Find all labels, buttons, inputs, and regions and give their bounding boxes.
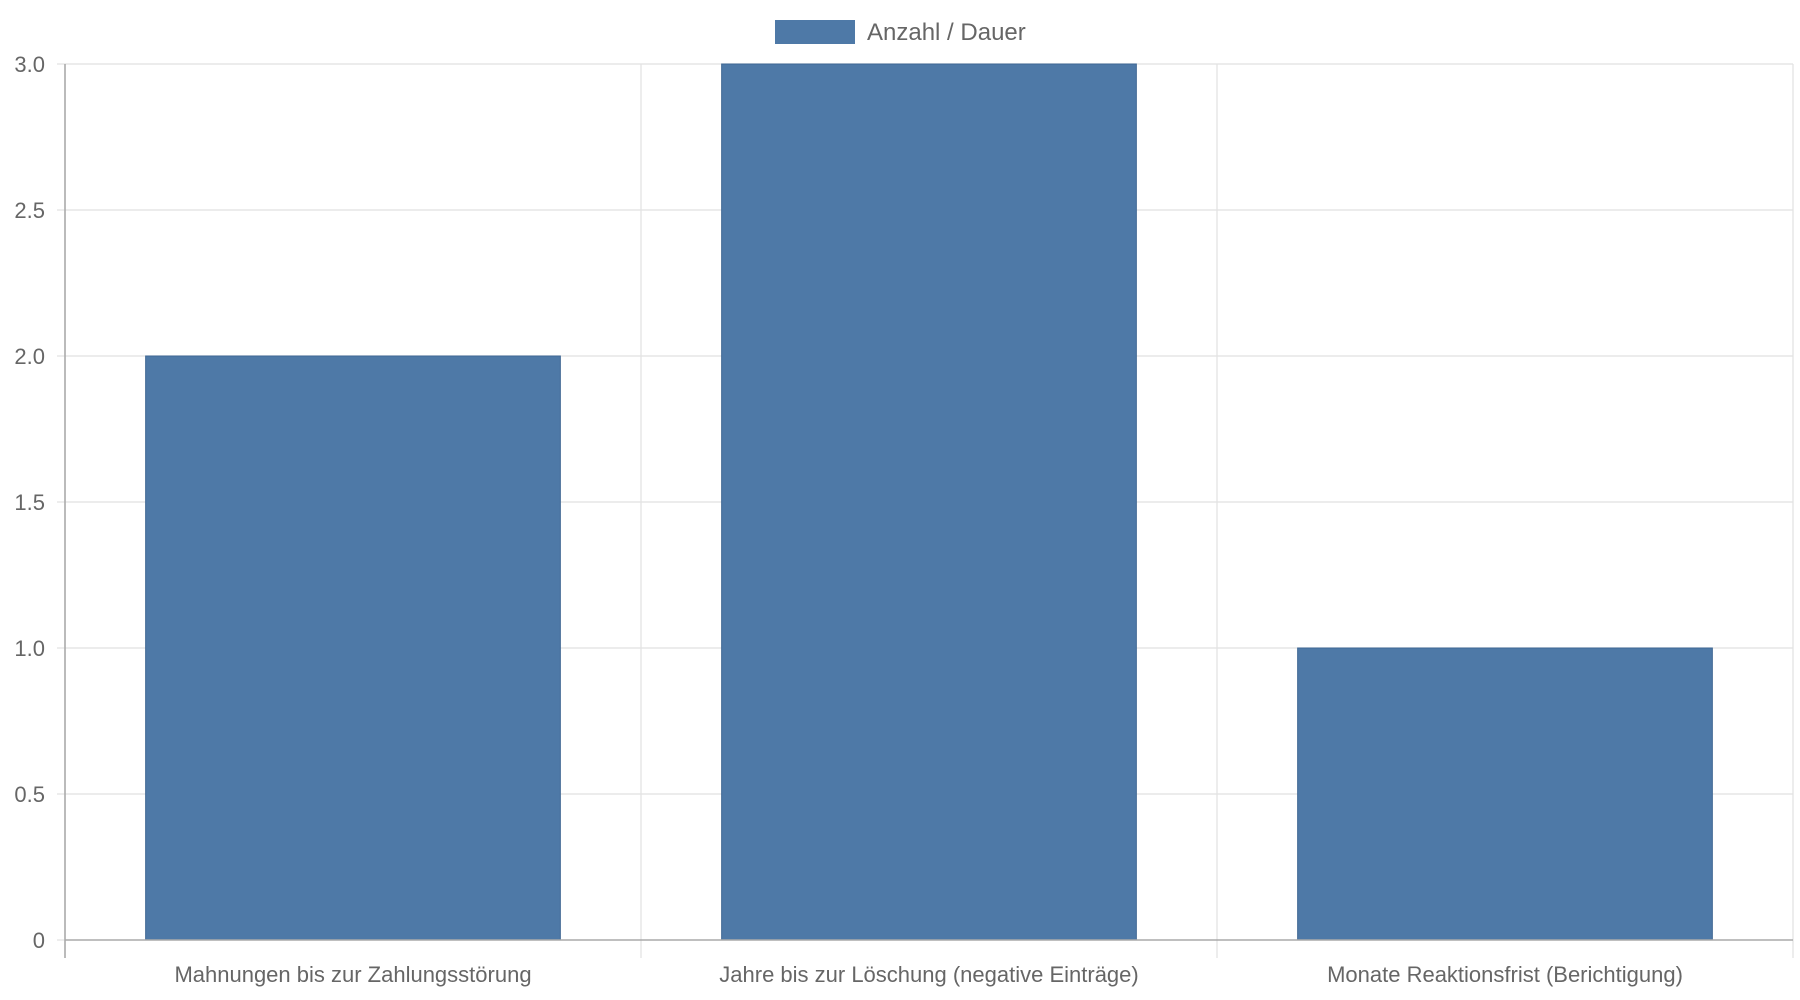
y-tick-label: 0 [33, 928, 45, 953]
y-tick-label: 1.0 [14, 636, 45, 661]
x-tick-labels: Mahnungen bis zur Zahlungsstörung Jahre b… [174, 962, 1682, 987]
y-tick-label: 0.5 [14, 782, 45, 807]
x-tick-label: Monate Reaktionsfrist (Berichtigung) [1327, 962, 1683, 987]
bar[interactable] [145, 355, 561, 941]
y-tick-label: 3.0 [14, 52, 45, 77]
x-tick-label: Mahnungen bis zur Zahlungsstörung [174, 962, 531, 987]
y-tick-labels: 0 0.5 1.0 1.5 2.0 2.5 3.0 [14, 52, 45, 953]
bars-layer [145, 63, 1713, 941]
y-tick-label: 1.5 [14, 490, 45, 515]
legend-label[interactable]: Anzahl / Dauer [867, 19, 1026, 46]
y-tick-label: 2.5 [14, 198, 45, 223]
y-tick-label: 2.0 [14, 344, 45, 369]
x-tick-label: Jahre bis zur Löschung (negative Einträg… [719, 962, 1138, 987]
bar[interactable] [721, 63, 1137, 941]
bar[interactable] [1297, 647, 1713, 941]
axis-layer [64, 64, 1793, 958]
legend-swatch[interactable] [775, 20, 855, 44]
legend[interactable]: Anzahl / Dauer [775, 19, 1026, 46]
